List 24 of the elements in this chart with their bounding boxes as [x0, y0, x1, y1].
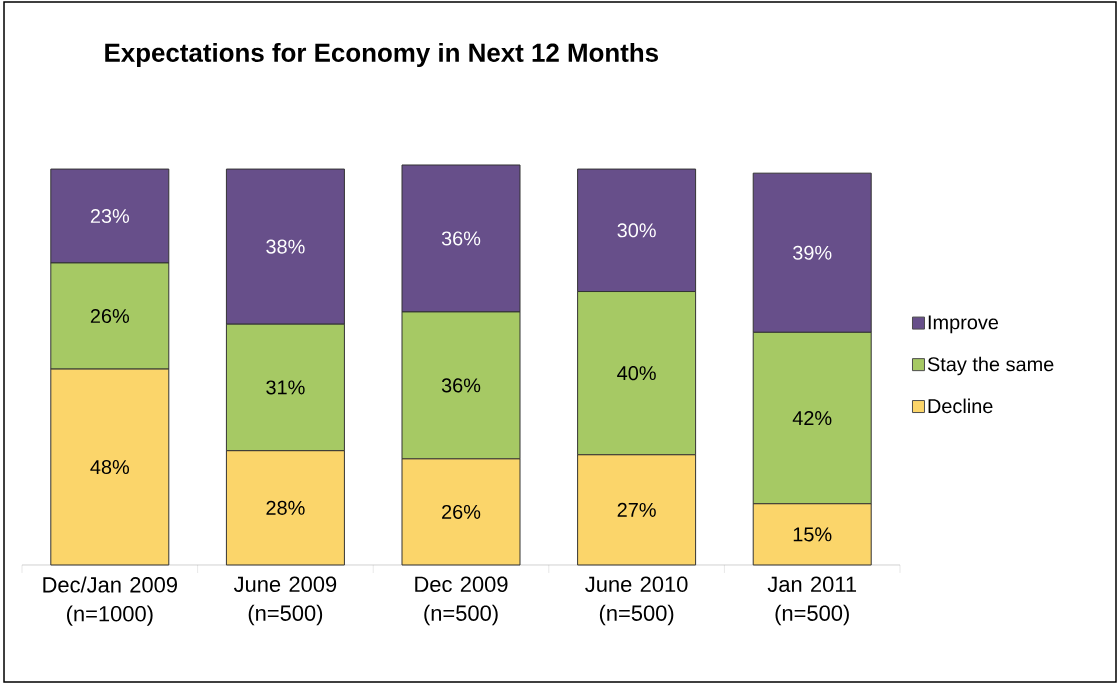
data-label: 36%	[441, 231, 481, 246]
x-tick-label: Dec/Jan 2009 (n=1000)	[43, 576, 177, 626]
x-tick-label: Jan 2011 (n=500)	[767, 576, 857, 626]
data-label: 31%	[266, 380, 305, 395]
data-label: 26%	[442, 504, 481, 519]
x-tick-label: Dec 2009 (n=500)	[415, 576, 508, 626]
x-tick-label: June 2010 (n=500)	[585, 576, 688, 626]
legend-label: Decline	[928, 398, 993, 414]
data-label: 48%	[90, 459, 130, 475]
data-label: 40%	[617, 366, 656, 381]
data-label: 30%	[617, 223, 656, 238]
data-label: 28%	[266, 500, 305, 515]
legend-label: Stay the same	[927, 356, 1054, 376]
legend-label: Improve	[928, 315, 999, 334]
data-label: 15%	[793, 527, 832, 542]
data-label: 27%	[617, 502, 656, 517]
data-label: 42%	[792, 411, 832, 426]
x-tick-label: June 2009 (n=500)	[233, 576, 337, 626]
data-label: 39%	[793, 245, 832, 260]
data-label: 36%	[441, 378, 481, 393]
chart-title: Expectations for Economy in Next 12 Months	[105, 42, 659, 68]
data-label: 23%	[90, 208, 130, 224]
data-label: 38%	[266, 239, 305, 254]
data-label: 26%	[90, 308, 130, 324]
